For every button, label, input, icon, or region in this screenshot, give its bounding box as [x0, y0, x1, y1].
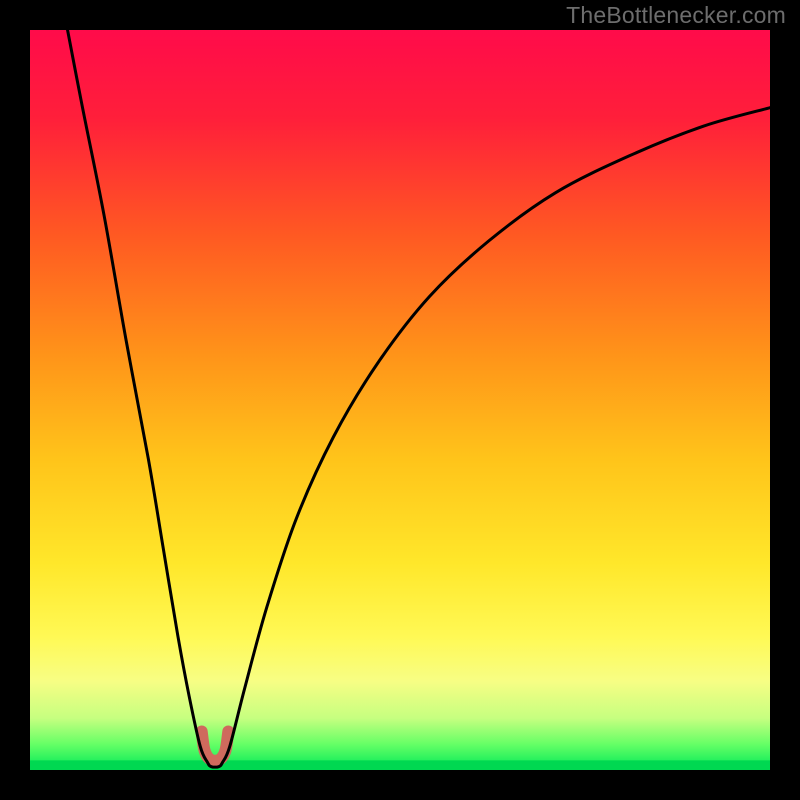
chart-stage: TheBottlenecker.com [0, 0, 800, 800]
bottom-green-band [30, 760, 770, 770]
plot-area [30, 8, 770, 770]
gradient-background [30, 30, 770, 770]
bottleneck-chart [0, 0, 800, 800]
watermark-text: TheBottlenecker.com [566, 2, 786, 29]
